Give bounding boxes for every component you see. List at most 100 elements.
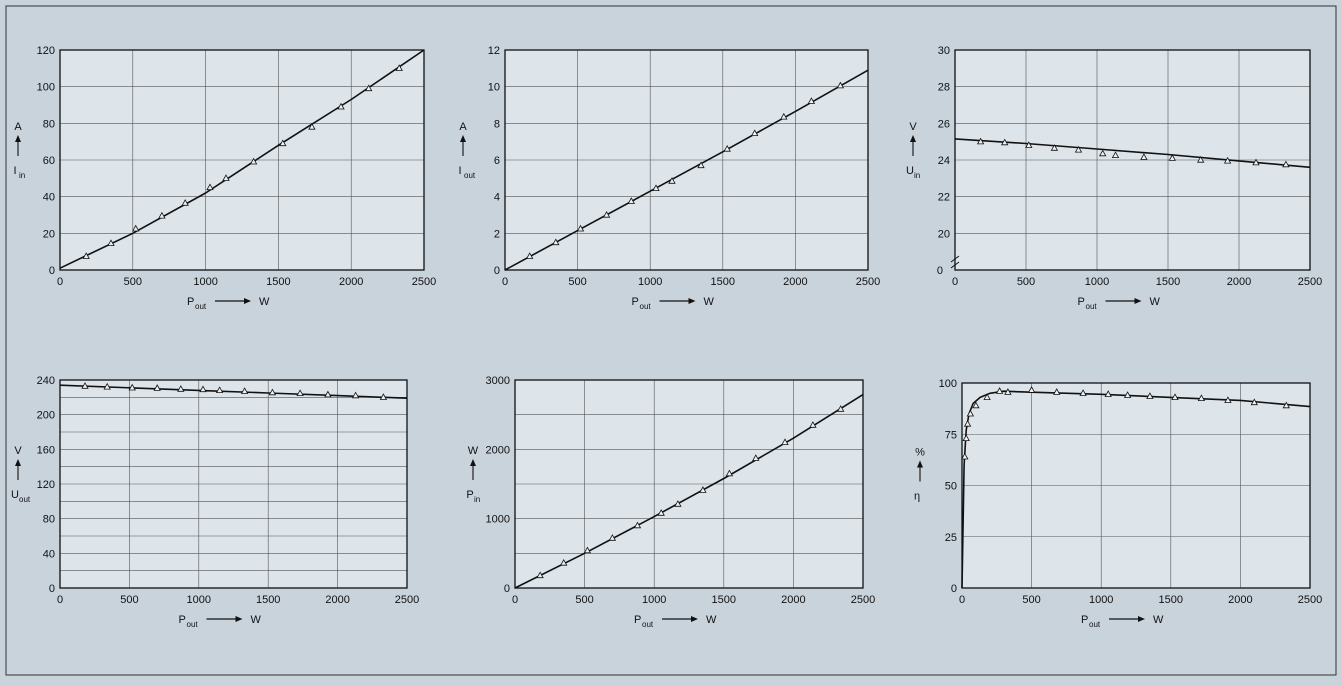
y-tick-label: 75 (945, 429, 957, 441)
x-tick-label: 1500 (1156, 276, 1180, 288)
y-tick-label: 22 (938, 192, 950, 204)
chart-3: 0 500 1000 1500 2000 2500 20 22 24 26 28 30 0 P out W V U… (906, 45, 1322, 311)
y-axis-label-sub: in (914, 171, 920, 180)
x-tick-label: 2000 (1227, 276, 1251, 288)
data-point (1197, 394, 1206, 401)
data-point (576, 224, 585, 232)
y-axis-arrow-head (910, 135, 916, 142)
data-point (552, 238, 560, 246)
data-point (1282, 401, 1290, 409)
x-tick-label: 0 (502, 276, 508, 288)
plot-frame (514, 379, 864, 589)
y-axis-label: P (466, 489, 473, 501)
y-tick-label: 0 (49, 265, 55, 277)
data-point (1146, 392, 1154, 399)
data-point (1104, 390, 1112, 397)
data-point (602, 210, 611, 218)
x-tick-label: 2500 (1298, 276, 1322, 288)
x-tick-label: 1000 (638, 276, 662, 288)
data-point (1053, 388, 1061, 395)
x-axis-label: P (187, 296, 194, 308)
data-point (1197, 155, 1205, 163)
x-axis-unit: W (1153, 614, 1164, 626)
data-point (536, 571, 544, 579)
chart-6: 0 500 1000 1500 2000 2500 0 25 50 75 100 P out W% η (914, 378, 1322, 629)
y-tick-label: 0 (951, 583, 957, 595)
y-tick-label: 6 (494, 155, 500, 167)
data-point (153, 384, 161, 391)
y-tick-label: 200 (37, 410, 55, 422)
y-axis-label: I (458, 165, 461, 177)
x-tick-label: 0 (959, 594, 965, 606)
data-point (337, 102, 345, 110)
x-axis-arrow-head (235, 616, 243, 622)
y-axis-unit: V (14, 445, 22, 457)
series-curve (954, 138, 1311, 169)
y-tick-label: 80 (43, 118, 55, 130)
x-tick-label: 500 (1017, 276, 1035, 288)
x-tick-label: 2500 (851, 594, 875, 606)
data-point (296, 389, 304, 396)
x-tick-label: 1500 (712, 594, 736, 606)
y-tick-label: 0 (49, 583, 55, 595)
data-point (222, 174, 230, 181)
x-tick-label: 2000 (781, 594, 805, 606)
data-point (1168, 154, 1176, 161)
x-tick-label: 2500 (395, 594, 419, 606)
y-tick-label: 30 (938, 45, 950, 57)
x-axis-label-sub: out (642, 620, 654, 629)
x-tick-label: 0 (512, 594, 518, 606)
data-point (752, 454, 760, 461)
data-point (962, 434, 970, 441)
x-tick-label: 500 (120, 594, 138, 606)
data-point (1171, 393, 1179, 400)
series-curve (59, 384, 408, 399)
chart-4: 0 500 1000 1500 2000 2500 0 40 80 120 160 200 240 P ou… (11, 375, 419, 629)
data-point (983, 393, 991, 400)
data-point (82, 252, 90, 259)
x-tick-label: 500 (1022, 594, 1040, 606)
x-tick-label: 1500 (711, 276, 735, 288)
x-axis-label-sub: out (640, 302, 652, 311)
plot-frame (961, 382, 1311, 589)
y-axis-arrow-head (460, 135, 466, 142)
y-tick-label: 24 (938, 155, 950, 167)
data-point (807, 97, 816, 104)
x-tick-label: 500 (568, 276, 586, 288)
data-point (128, 383, 136, 391)
y-axis-unit: W (468, 445, 479, 457)
y-tick-label: 26 (938, 118, 950, 130)
x-tick-label: 2000 (339, 276, 363, 288)
x-tick-label: 2000 (325, 594, 349, 606)
y-axis-unit: % (915, 447, 925, 459)
y-tick-label: 160 (37, 444, 55, 456)
y-tick-label: 2 (494, 228, 500, 240)
y-tick-label: 240 (37, 375, 55, 387)
data-point (697, 161, 705, 169)
data-point (1004, 388, 1012, 395)
data-point (560, 558, 568, 566)
data-point (81, 382, 89, 389)
x-tick-label: 0 (57, 594, 63, 606)
data-point (781, 438, 789, 445)
data-point (1074, 145, 1083, 153)
y-tick-label: 120 (37, 479, 55, 491)
data-point (365, 84, 373, 92)
x-axis-unit: W (1150, 296, 1161, 308)
y-axis-label: I (13, 165, 16, 177)
data-point (1079, 389, 1087, 396)
y-tick-label: 60 (43, 155, 55, 167)
x-tick-label: 1500 (1159, 594, 1183, 606)
series-curve (961, 390, 1311, 589)
data-point (725, 469, 734, 477)
x-tick-label: 2000 (1228, 594, 1252, 606)
y-tick-label: 40 (43, 192, 55, 204)
data-point (608, 534, 617, 541)
data-point (961, 452, 969, 460)
data-point (1123, 391, 1132, 398)
scan-frame (5, 5, 1337, 676)
x-tick-label: 2500 (856, 276, 880, 288)
data-point (206, 183, 214, 191)
x-tick-label: 500 (124, 276, 142, 288)
